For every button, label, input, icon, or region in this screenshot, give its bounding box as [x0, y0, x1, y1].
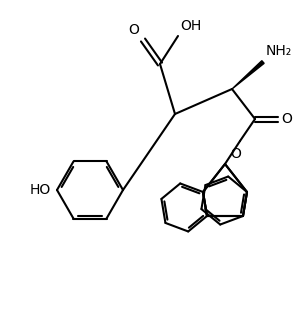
Polygon shape [232, 61, 264, 89]
Text: HO: HO [30, 183, 51, 197]
Text: O: O [128, 23, 139, 37]
Text: NH₂: NH₂ [266, 44, 292, 58]
Text: O: O [281, 112, 292, 126]
Text: O: O [231, 147, 242, 161]
Text: OH: OH [180, 19, 201, 33]
